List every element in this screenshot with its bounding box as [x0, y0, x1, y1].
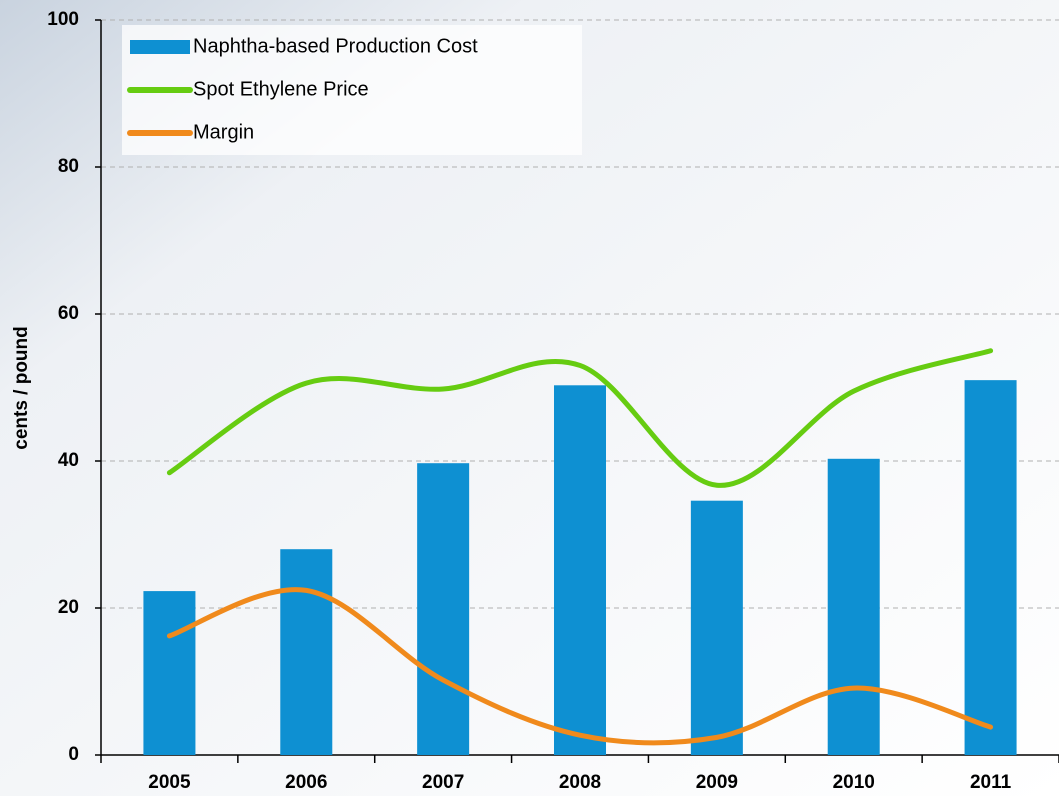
legend-label: Spot Ethylene Price	[193, 78, 369, 100]
legend-swatch	[130, 40, 190, 54]
y-tick-label: 80	[58, 156, 79, 177]
y-tick-label: 60	[58, 303, 79, 324]
bar	[690, 500, 743, 755]
bar	[553, 385, 607, 755]
legend-label: Margin	[193, 121, 254, 143]
bar	[417, 463, 470, 755]
bar	[143, 591, 196, 755]
x-tick-label: 2007	[422, 772, 464, 793]
legend-box	[122, 25, 582, 155]
legend-label: Naphtha-based Production Cost	[193, 35, 478, 57]
x-tick-label: 2008	[559, 772, 601, 793]
x-tick-label: 2011	[970, 772, 1012, 793]
bar	[827, 458, 880, 755]
bar	[280, 549, 333, 755]
x-tick-label: 2009	[696, 772, 738, 793]
line	[166, 348, 994, 488]
y-axis-label: cents / pound	[11, 326, 32, 450]
x-tick-label: 2010	[833, 772, 875, 793]
x-tick-label: 2006	[285, 772, 327, 793]
x-tick-label: 2005	[148, 772, 191, 793]
line	[166, 587, 994, 746]
y-tick-label: 40	[58, 450, 79, 471]
y-tick-label: 20	[58, 597, 79, 618]
y-tick-label: 100	[47, 9, 79, 30]
y-tick-label: 0	[68, 744, 79, 765]
bar	[964, 380, 1017, 755]
